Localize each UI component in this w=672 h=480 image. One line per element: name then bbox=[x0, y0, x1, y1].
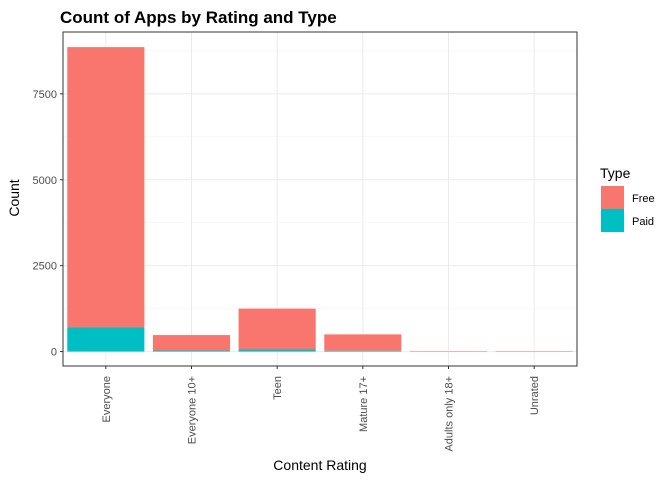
y-tick-label: 5000 bbox=[33, 175, 57, 187]
x-tick-label: Teen bbox=[272, 376, 284, 400]
legend-label-free: Free bbox=[632, 193, 655, 205]
x-axis: Everyone Everyone 10+ Teen Mature 17+ Adults… bbox=[101, 366, 541, 452]
bar-free-everyone bbox=[67, 47, 145, 328]
bar-paid-mature-17- bbox=[324, 350, 402, 352]
x-tick-label: Everyone bbox=[101, 376, 113, 422]
x-tick-label: Everyone 10+ bbox=[187, 376, 199, 444]
y-tick-label: 0 bbox=[51, 347, 57, 359]
legend-key-free bbox=[601, 186, 624, 209]
bar-paid-teen bbox=[238, 349, 316, 352]
y-axis: 0 2500 5000 7500 bbox=[33, 89, 63, 359]
x-tick-label: Unrated bbox=[529, 376, 541, 415]
plot-panel-border bbox=[62, 31, 578, 367]
x-tick-label: Mature 17+ bbox=[358, 376, 370, 432]
bar-paid-everyone bbox=[67, 327, 145, 352]
legend-title: Type bbox=[600, 165, 631, 181]
chart-title: Count of Apps by Rating and Type bbox=[60, 8, 337, 27]
legend-items: Free Paid bbox=[601, 186, 655, 232]
bar-free-teen bbox=[238, 308, 316, 350]
y-tick-label: 2500 bbox=[33, 261, 57, 273]
x-axis-title: Content Rating bbox=[273, 457, 366, 473]
bar-free-mature-17- bbox=[324, 334, 402, 351]
bar-free-adults-only-18- bbox=[409, 351, 488, 352]
x-tick-label: Adults only 18+ bbox=[444, 376, 456, 452]
y-tick-label: 7500 bbox=[33, 89, 57, 101]
legend: Type Free Paid bbox=[600, 165, 655, 232]
gridlines bbox=[63, 32, 577, 366]
bar-free-unrated bbox=[495, 351, 573, 352]
bars bbox=[67, 47, 573, 352]
bar-free-everyone-10- bbox=[152, 335, 231, 351]
legend-label-paid: Paid bbox=[632, 216, 654, 228]
bar-paid-everyone-10- bbox=[152, 350, 231, 352]
y-axis-title: Count bbox=[6, 179, 22, 216]
legend-key-paid bbox=[601, 209, 624, 232]
